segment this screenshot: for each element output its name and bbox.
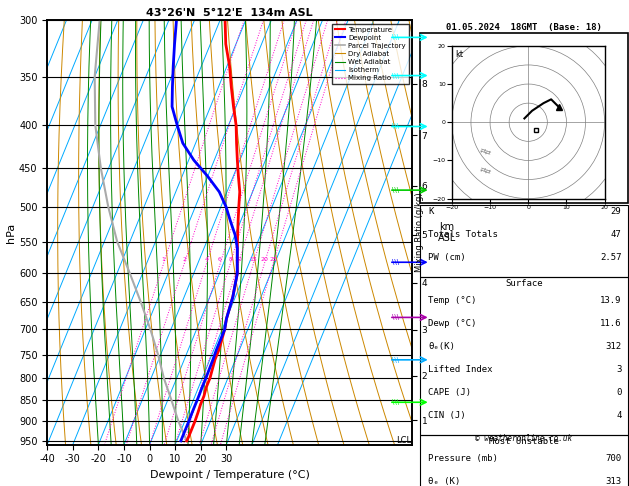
Text: \\\: \\\	[392, 123, 399, 129]
Text: Totals Totals: Totals Totals	[428, 230, 498, 239]
Text: LCL: LCL	[396, 436, 411, 445]
Text: \\\: \\\	[392, 357, 399, 363]
Text: 25: 25	[269, 257, 277, 262]
Text: 4: 4	[204, 257, 208, 262]
Text: 1: 1	[162, 257, 165, 262]
Text: \\\: \\\	[392, 399, 399, 405]
Text: kt: kt	[455, 50, 464, 59]
Text: 6: 6	[218, 257, 222, 262]
Bar	[420, 277, 628, 435]
Text: Lifted Index: Lifted Index	[428, 365, 493, 374]
Title: 43°26'N  5°12'E  134m ASL: 43°26'N 5°12'E 134m ASL	[147, 8, 313, 18]
Text: CIN (J): CIN (J)	[428, 411, 466, 420]
Text: \\\: \\\	[392, 187, 399, 193]
Text: 700: 700	[605, 454, 621, 463]
Text: Surface: Surface	[505, 279, 543, 288]
Text: 13.9: 13.9	[600, 296, 621, 305]
Text: Temp (°C): Temp (°C)	[428, 296, 477, 305]
Text: 10: 10	[234, 257, 242, 262]
Text: 2: 2	[182, 257, 186, 262]
X-axis label: Dewpoint / Temperature (°C): Dewpoint / Temperature (°C)	[150, 470, 309, 480]
Text: ⇄⇄: ⇄⇄	[479, 167, 492, 177]
Text: θₑ (K): θₑ (K)	[428, 477, 460, 486]
Text: \\\: \\\	[392, 314, 399, 320]
Text: 20: 20	[260, 257, 268, 262]
Text: 313: 313	[605, 477, 621, 486]
Text: PW (cm): PW (cm)	[428, 253, 466, 262]
Text: 2.57: 2.57	[600, 253, 621, 262]
Text: 11.6: 11.6	[600, 319, 621, 328]
Bar	[420, 205, 628, 277]
Text: © weatheronline.co.uk: © weatheronline.co.uk	[476, 434, 572, 443]
Text: 3: 3	[616, 365, 621, 374]
Text: Pressure (mb): Pressure (mb)	[428, 454, 498, 463]
Bar	[420, 33, 628, 203]
Text: 4: 4	[616, 411, 621, 420]
Text: CAPE (J): CAPE (J)	[428, 388, 472, 397]
Text: \\\: \\\	[392, 259, 399, 265]
Legend: Temperature, Dewpoint, Parcel Trajectory, Dry Adiabat, Wet Adiabat, Isotherm, Mi: Temperature, Dewpoint, Parcel Trajectory…	[332, 24, 408, 84]
Text: \\\: \\\	[392, 72, 399, 79]
Text: θₑ(K): θₑ(K)	[428, 342, 455, 351]
Text: \\\: \\\	[392, 35, 399, 40]
Text: Dewp (°C): Dewp (°C)	[428, 319, 477, 328]
Text: 29: 29	[611, 207, 621, 216]
Text: ⇄⇄: ⇄⇄	[479, 148, 492, 157]
Text: 01.05.2024  18GMT  (Base: 18): 01.05.2024 18GMT (Base: 18)	[446, 22, 602, 32]
Text: 312: 312	[605, 342, 621, 351]
Text: 0: 0	[616, 388, 621, 397]
Text: Most Unstable: Most Unstable	[489, 437, 559, 446]
Y-axis label: hPa: hPa	[6, 223, 16, 243]
Text: Mixing Ratio (g/kg): Mixing Ratio (g/kg)	[415, 193, 424, 272]
Text: 8: 8	[228, 257, 232, 262]
Text: 47: 47	[611, 230, 621, 239]
Y-axis label: km
ASL: km ASL	[438, 222, 456, 243]
Text: K: K	[428, 207, 434, 216]
Text: 15: 15	[249, 257, 257, 262]
Bar	[420, 435, 628, 486]
